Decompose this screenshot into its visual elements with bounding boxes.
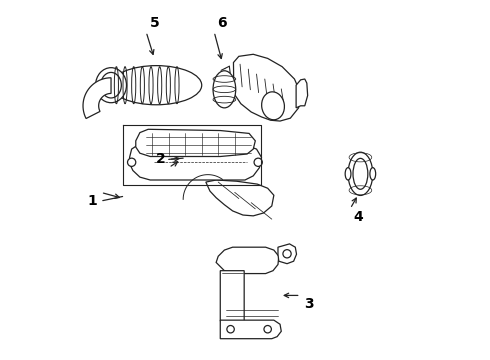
Ellipse shape (264, 325, 271, 333)
Text: 3: 3 (304, 297, 314, 311)
Polygon shape (296, 79, 308, 108)
Ellipse shape (370, 168, 376, 180)
Ellipse shape (101, 72, 122, 98)
Text: 4: 4 (353, 210, 363, 224)
Ellipse shape (345, 168, 351, 180)
Ellipse shape (127, 158, 136, 166)
Ellipse shape (262, 92, 284, 120)
Polygon shape (278, 244, 296, 264)
Ellipse shape (254, 158, 262, 166)
Polygon shape (83, 78, 111, 118)
Text: 1: 1 (88, 194, 98, 208)
Polygon shape (129, 143, 262, 180)
Text: 2: 2 (156, 152, 165, 166)
Ellipse shape (213, 71, 236, 108)
Ellipse shape (96, 68, 126, 103)
Polygon shape (206, 180, 274, 216)
Polygon shape (220, 320, 281, 339)
Ellipse shape (227, 325, 234, 333)
Ellipse shape (353, 158, 368, 189)
Text: 5: 5 (149, 16, 159, 30)
Polygon shape (233, 54, 301, 121)
Ellipse shape (283, 250, 291, 258)
Polygon shape (220, 271, 244, 337)
Polygon shape (136, 129, 255, 157)
Ellipse shape (111, 66, 202, 105)
Text: 6: 6 (218, 16, 227, 30)
Ellipse shape (348, 152, 373, 195)
Polygon shape (216, 247, 279, 274)
